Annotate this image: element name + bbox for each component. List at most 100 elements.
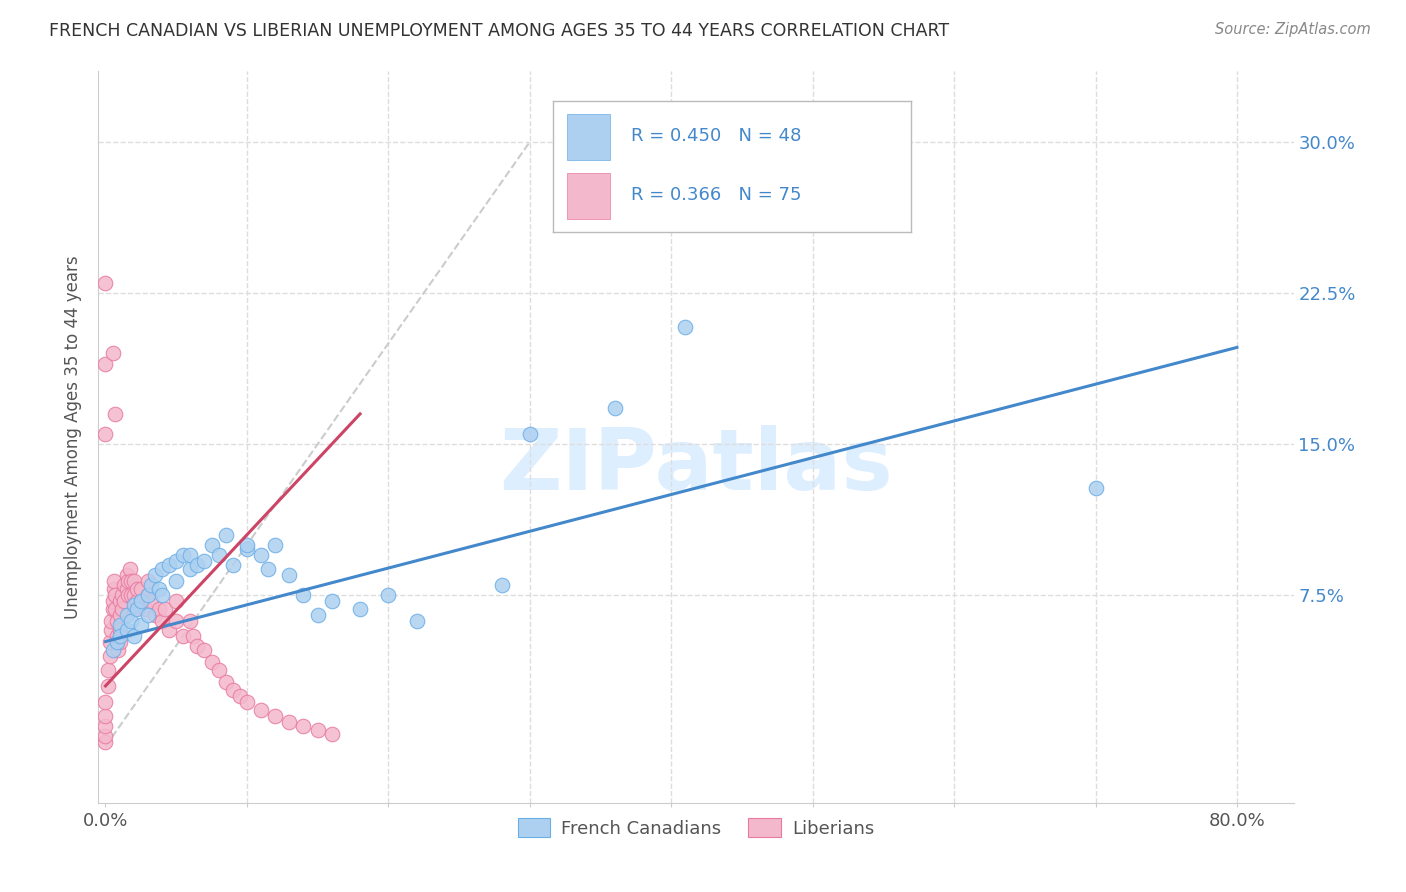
Point bbox=[264, 538, 287, 552]
Point bbox=[186, 639, 208, 653]
Point bbox=[377, 588, 399, 602]
Point bbox=[179, 548, 201, 562]
Point bbox=[236, 695, 259, 709]
Point bbox=[122, 602, 145, 616]
Point bbox=[229, 689, 252, 703]
Y-axis label: Unemployment Among Ages 35 to 44 years: Unemployment Among Ages 35 to 44 years bbox=[65, 255, 83, 619]
Point bbox=[236, 538, 259, 552]
Point bbox=[111, 588, 134, 602]
Point bbox=[134, 602, 156, 616]
Point bbox=[181, 629, 204, 643]
Point bbox=[94, 729, 117, 743]
Point bbox=[208, 663, 231, 677]
Point bbox=[115, 623, 138, 637]
Point bbox=[101, 594, 124, 608]
Point bbox=[186, 558, 208, 572]
Point bbox=[97, 679, 120, 693]
Point bbox=[208, 548, 231, 562]
Point bbox=[136, 588, 159, 602]
Point bbox=[129, 594, 152, 608]
Point bbox=[94, 709, 117, 723]
Point bbox=[250, 703, 273, 717]
Point bbox=[112, 578, 135, 592]
Point bbox=[115, 582, 138, 597]
Point bbox=[98, 634, 121, 648]
Point bbox=[150, 588, 173, 602]
Point bbox=[321, 594, 343, 608]
Point bbox=[179, 562, 201, 576]
Point bbox=[307, 723, 329, 738]
Point bbox=[120, 615, 142, 629]
Point bbox=[307, 608, 329, 623]
Point bbox=[104, 602, 127, 616]
Point bbox=[491, 578, 513, 592]
Point bbox=[278, 715, 301, 730]
Point bbox=[108, 618, 131, 632]
Point bbox=[100, 623, 122, 637]
Point bbox=[117, 588, 139, 602]
Point bbox=[165, 615, 187, 629]
Point bbox=[94, 357, 117, 371]
Point bbox=[112, 594, 135, 608]
Point bbox=[125, 602, 148, 616]
Point bbox=[97, 663, 120, 677]
Point bbox=[108, 608, 131, 623]
Point bbox=[139, 578, 162, 592]
Point bbox=[104, 407, 127, 421]
Point bbox=[117, 574, 139, 589]
Point bbox=[157, 623, 180, 637]
Point bbox=[105, 634, 128, 648]
Point bbox=[405, 615, 427, 629]
Point bbox=[100, 615, 122, 629]
Point bbox=[122, 574, 145, 589]
Point bbox=[519, 427, 541, 442]
Point bbox=[179, 615, 201, 629]
Point bbox=[122, 599, 145, 613]
Point bbox=[136, 588, 159, 602]
Point bbox=[115, 608, 138, 623]
Point bbox=[129, 582, 152, 597]
Point bbox=[122, 629, 145, 643]
Point bbox=[165, 594, 187, 608]
Point bbox=[120, 588, 142, 602]
Point bbox=[321, 727, 343, 741]
Point bbox=[101, 642, 124, 657]
Point bbox=[125, 594, 148, 608]
Point bbox=[98, 648, 121, 663]
Point bbox=[108, 594, 131, 608]
Point bbox=[118, 562, 141, 576]
Point bbox=[111, 602, 134, 616]
Point bbox=[292, 719, 315, 733]
Point bbox=[1084, 482, 1107, 496]
Point bbox=[94, 719, 117, 733]
Legend: French Canadians, Liberians: French Canadians, Liberians bbox=[510, 811, 882, 845]
Point bbox=[136, 574, 159, 589]
Point bbox=[250, 548, 273, 562]
Point bbox=[193, 642, 215, 657]
Text: Source: ZipAtlas.com: Source: ZipAtlas.com bbox=[1215, 22, 1371, 37]
Point bbox=[108, 629, 131, 643]
Point bbox=[136, 608, 159, 623]
Point bbox=[143, 608, 166, 623]
Point bbox=[129, 594, 152, 608]
Point bbox=[94, 735, 117, 749]
Point bbox=[157, 558, 180, 572]
Point bbox=[108, 623, 131, 637]
Point bbox=[165, 554, 187, 568]
Point bbox=[150, 615, 173, 629]
Point bbox=[115, 568, 138, 582]
Point bbox=[105, 629, 128, 643]
Point bbox=[101, 602, 124, 616]
Point bbox=[143, 568, 166, 582]
Point bbox=[673, 320, 696, 334]
Point bbox=[129, 618, 152, 632]
Point bbox=[200, 538, 222, 552]
Point bbox=[104, 588, 127, 602]
Point bbox=[153, 602, 176, 616]
Point bbox=[222, 558, 245, 572]
Point bbox=[292, 588, 315, 602]
Point bbox=[103, 574, 125, 589]
Point bbox=[215, 528, 238, 542]
Point bbox=[148, 582, 170, 597]
Point bbox=[150, 562, 173, 576]
